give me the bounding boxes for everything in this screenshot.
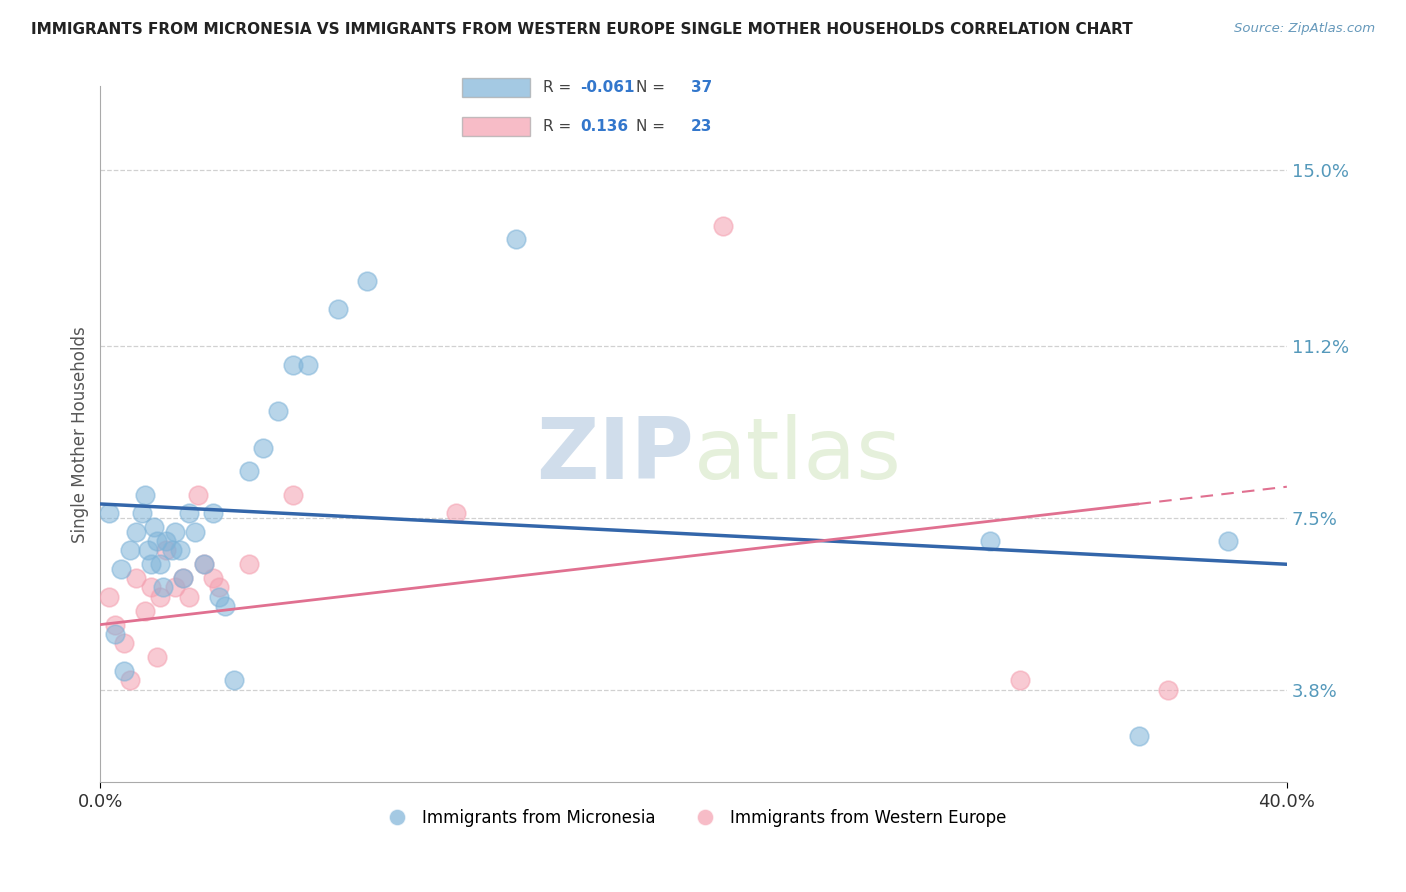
Point <box>283 488 305 502</box>
Point <box>238 558 260 572</box>
Point <box>179 590 201 604</box>
Text: R =: R = <box>543 80 576 95</box>
Point <box>125 524 148 539</box>
Text: -0.061: -0.061 <box>579 80 634 95</box>
Text: R =: R = <box>543 120 576 134</box>
Legend: Immigrants from Micronesia, Immigrants from Western Europe: Immigrants from Micronesia, Immigrants f… <box>374 802 1014 833</box>
Point <box>267 404 290 418</box>
Point <box>184 524 207 539</box>
Point <box>1008 673 1031 688</box>
Point <box>112 636 135 650</box>
FancyBboxPatch shape <box>463 78 530 97</box>
FancyBboxPatch shape <box>463 117 530 136</box>
Point <box>145 650 167 665</box>
Text: N =: N = <box>636 120 669 134</box>
Point <box>104 627 127 641</box>
Point <box>160 543 183 558</box>
Point <box>125 571 148 585</box>
Point <box>145 534 167 549</box>
Point <box>297 358 319 372</box>
Point <box>169 543 191 558</box>
Point <box>1157 682 1180 697</box>
Point <box>155 543 177 558</box>
Point <box>252 442 274 456</box>
Point <box>238 465 260 479</box>
Point <box>98 506 121 520</box>
Point <box>214 599 236 613</box>
Text: N =: N = <box>636 80 669 95</box>
Text: 23: 23 <box>692 120 713 134</box>
Point <box>149 590 172 604</box>
Text: ZIP: ZIP <box>536 414 693 497</box>
Point <box>149 558 172 572</box>
Point <box>131 506 153 520</box>
Point <box>505 232 527 246</box>
Point <box>172 571 194 585</box>
Point <box>163 581 186 595</box>
Point <box>118 543 141 558</box>
Point <box>193 558 215 572</box>
Text: atlas: atlas <box>693 414 901 497</box>
Point <box>193 558 215 572</box>
Point <box>208 590 231 604</box>
Point <box>118 673 141 688</box>
Point <box>711 219 734 233</box>
Point <box>98 590 121 604</box>
Text: IMMIGRANTS FROM MICRONESIA VS IMMIGRANTS FROM WESTERN EUROPE SINGLE MOTHER HOUSE: IMMIGRANTS FROM MICRONESIA VS IMMIGRANTS… <box>31 22 1133 37</box>
Text: 37: 37 <box>692 80 713 95</box>
Point <box>283 358 305 372</box>
Point <box>136 543 159 558</box>
Point <box>187 488 209 502</box>
Point <box>142 520 165 534</box>
Point <box>208 581 231 595</box>
Point <box>104 617 127 632</box>
Point <box>134 488 156 502</box>
Point <box>222 673 245 688</box>
Point <box>134 604 156 618</box>
Y-axis label: Single Mother Households: Single Mother Households <box>72 326 89 542</box>
Point <box>356 274 378 288</box>
Point <box>446 506 468 520</box>
Point <box>1128 729 1150 743</box>
Point <box>172 571 194 585</box>
Point <box>155 534 177 549</box>
Point <box>152 581 174 595</box>
Point <box>112 664 135 678</box>
Point <box>139 581 162 595</box>
Point <box>163 524 186 539</box>
Text: 0.136: 0.136 <box>579 120 628 134</box>
Point <box>110 562 132 576</box>
Point <box>202 571 225 585</box>
Point <box>179 506 201 520</box>
Point <box>202 506 225 520</box>
Point <box>979 534 1001 549</box>
Point <box>326 301 349 316</box>
Point <box>1216 534 1239 549</box>
Text: Source: ZipAtlas.com: Source: ZipAtlas.com <box>1234 22 1375 36</box>
Point <box>139 558 162 572</box>
